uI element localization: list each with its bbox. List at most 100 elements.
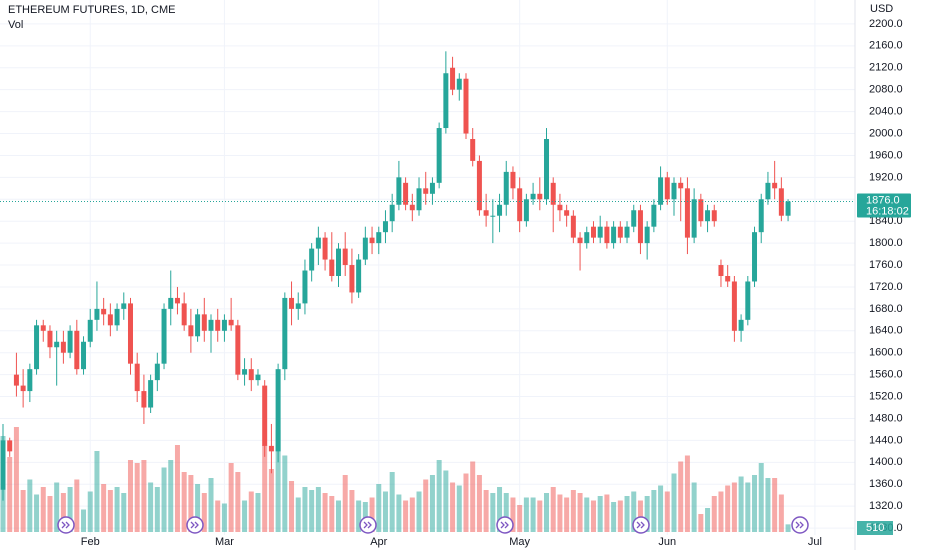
candle-body — [463, 78, 469, 134]
candle-body — [168, 297, 174, 309]
volume-bar — [195, 484, 201, 532]
y-axis-label: USD — [870, 3, 893, 15]
volume-bar — [429, 475, 435, 532]
candle-body — [436, 128, 442, 183]
candle-body — [564, 210, 570, 216]
y-tick-label: 2000.0 — [869, 127, 903, 139]
volume-bar — [54, 482, 60, 532]
candle-body — [329, 259, 335, 276]
volume-bar — [678, 461, 684, 532]
candle-body — [382, 221, 388, 233]
volume-bar — [208, 478, 214, 532]
volume-bar — [107, 490, 113, 532]
volume-bar — [315, 487, 321, 532]
candle-body — [738, 319, 744, 331]
event-marker[interactable] — [632, 516, 650, 534]
candle-body — [429, 182, 435, 194]
volume-bar — [570, 490, 576, 532]
volume-bar — [34, 494, 40, 532]
x-tick-label: Feb — [81, 536, 100, 548]
volume-bar — [510, 497, 516, 532]
candle-body — [13, 374, 19, 386]
volume-bar — [268, 469, 274, 532]
volume-label-box — [857, 521, 893, 535]
event-marker[interactable] — [496, 516, 514, 534]
y-tick-label: 1720.0 — [869, 281, 903, 293]
candle-body — [242, 369, 248, 375]
volume-bar — [329, 496, 335, 532]
x-tick-label: Jun — [658, 536, 676, 548]
event-marker[interactable] — [57, 516, 75, 534]
candle-body — [537, 193, 543, 200]
candle-body — [309, 248, 315, 271]
volume-bar — [94, 451, 100, 532]
candle-body — [114, 308, 120, 326]
volume-bar — [409, 497, 415, 532]
volume-bar — [127, 460, 133, 532]
volume-bar — [725, 485, 731, 532]
candle-body — [127, 303, 133, 364]
candle-body — [497, 204, 503, 216]
volume-bar — [369, 497, 375, 532]
volume-bar — [336, 500, 341, 532]
candle-body — [248, 369, 254, 381]
volume-bar — [456, 485, 462, 532]
volume-bar — [416, 491, 422, 532]
candle-body — [604, 226, 610, 244]
volume-bar — [590, 500, 596, 532]
volume-bar — [114, 487, 120, 532]
volume-bar — [631, 491, 637, 532]
event-marker[interactable] — [186, 516, 204, 534]
y-tick-label: 2200.0 — [869, 18, 903, 30]
candle-body — [705, 210, 711, 222]
candle-body — [81, 341, 87, 370]
volume-bar — [389, 472, 395, 532]
candle-body — [174, 297, 180, 304]
volume-bar — [382, 491, 388, 532]
x-tick-label: Jul — [808, 536, 822, 548]
volume-bar — [544, 493, 550, 532]
countdown-label: 16:18:02 — [866, 205, 909, 217]
candle-body — [322, 237, 328, 260]
candle-body — [0, 440, 6, 490]
event-marker[interactable] — [359, 516, 377, 534]
candle-body — [637, 210, 643, 244]
y-tick-label: 1480.0 — [869, 412, 903, 424]
candle-body — [134, 363, 140, 392]
price-pane — [0, 51, 855, 501]
volume-bar — [550, 487, 556, 532]
candle-body — [523, 199, 529, 222]
candle-body — [201, 314, 207, 331]
candle-body — [40, 325, 46, 331]
candle-body — [396, 177, 402, 205]
event-marker[interactable] — [791, 516, 809, 534]
volume-bar — [604, 494, 610, 532]
volume-bar — [644, 496, 650, 532]
candle-body — [490, 215, 496, 217]
candle-body — [409, 204, 415, 211]
candle-body — [221, 319, 227, 331]
volume-bar — [523, 497, 529, 532]
volume-bar — [242, 500, 248, 532]
candle-body — [651, 204, 657, 227]
volume-bar — [698, 514, 704, 532]
volume-bar — [517, 505, 523, 532]
volume-bar — [289, 481, 295, 532]
x-tick-label: Mar — [215, 536, 234, 548]
volume-bar — [617, 500, 623, 532]
candle-body — [54, 341, 60, 348]
candle-body — [631, 210, 637, 227]
volume-bar — [758, 463, 764, 532]
volume-bar — [221, 503, 227, 532]
candle-body — [94, 308, 100, 320]
volume-bar — [503, 493, 509, 532]
candle-body — [27, 369, 33, 392]
volume-bar — [13, 427, 19, 532]
volume-bar — [295, 497, 301, 532]
candle-body — [315, 237, 321, 249]
volume-bar — [577, 493, 583, 532]
volume-bar — [67, 487, 73, 532]
candle-body — [195, 314, 201, 337]
candle-body — [289, 297, 295, 309]
candle-body — [342, 248, 348, 266]
